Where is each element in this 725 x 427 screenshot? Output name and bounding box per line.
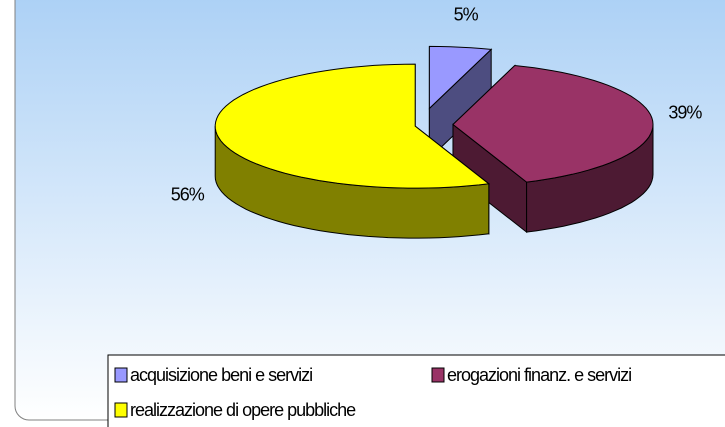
legend-marker [114, 402, 128, 418]
legend-label: erogazioni finanz. e servizi [447, 365, 631, 385]
legend-label: acquisizione beni e servizi [130, 365, 312, 385]
slice [428, 45, 493, 110]
legend-marker [114, 367, 128, 383]
slice [214, 63, 491, 189]
legend-label: realizzazione di opere pubbliche [130, 400, 356, 420]
pie [214, 45, 654, 239]
data-label: 39% [668, 102, 702, 122]
slice [452, 64, 654, 183]
data-label: 56% [171, 184, 205, 204]
legend-marker [431, 367, 445, 383]
legend [107, 354, 725, 427]
data-label: 5% [454, 4, 479, 24]
